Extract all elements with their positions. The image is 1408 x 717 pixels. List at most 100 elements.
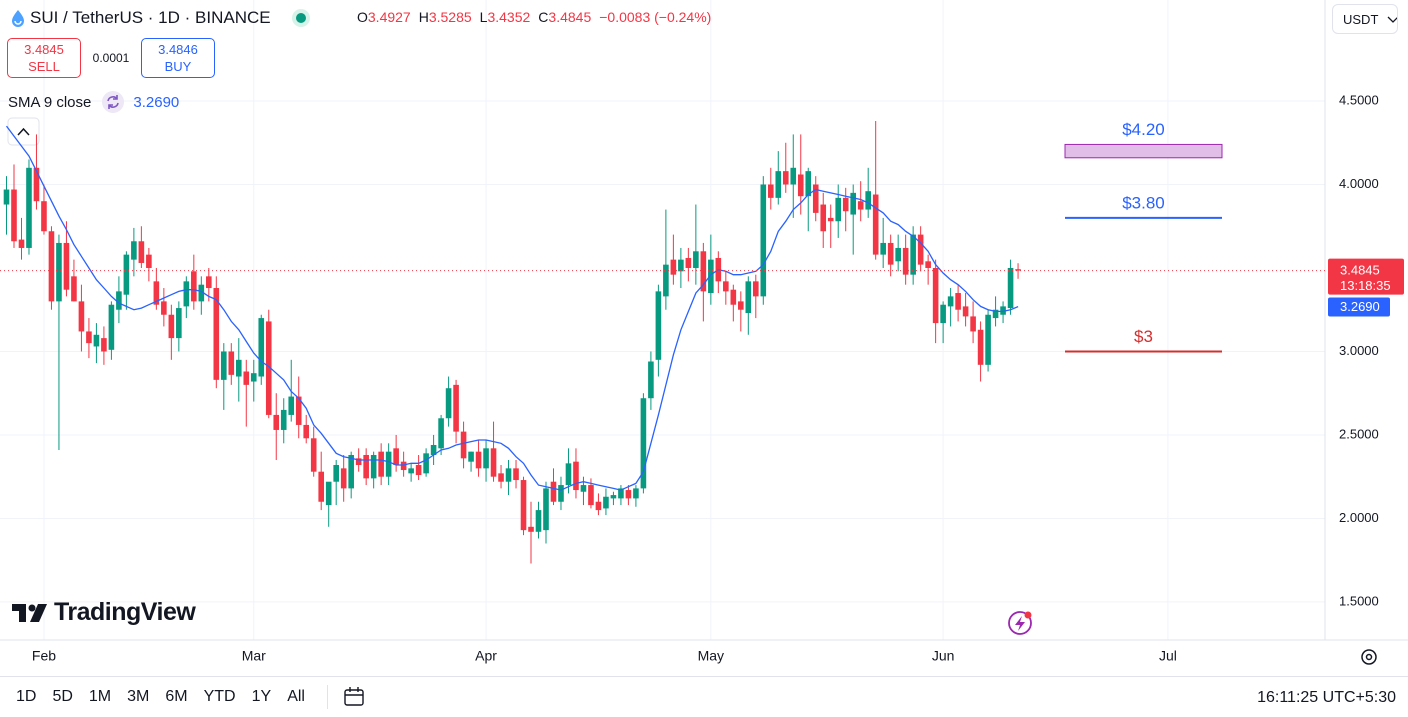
- candle-body: [513, 468, 519, 481]
- candle-body: [378, 451, 384, 477]
- logo-text: TradingView: [54, 598, 196, 626]
- indicator-name[interactable]: SMA 9 close: [8, 93, 92, 111]
- candle-body: [430, 444, 437, 455]
- candle-body: [663, 264, 669, 297]
- close-key: C: [538, 9, 549, 25]
- candle-body: [588, 485, 594, 506]
- candle-body: [273, 414, 280, 430]
- candle-body: [865, 191, 871, 210]
- symbol-icon: [12, 10, 24, 27]
- candle-body: [228, 351, 235, 375]
- clock[interactable]: 16:11:25 UTC+5:30: [1257, 689, 1396, 706]
- candle-body: [543, 488, 549, 531]
- symbol[interactable]: SUI / TetherUS · 1D · BINANCE: [30, 8, 271, 27]
- countdown: 13:18:35: [1340, 278, 1391, 293]
- buy-label: BUY: [164, 59, 192, 74]
- candle-body: [250, 373, 257, 382]
- y-tick-label: 3.0000: [1339, 343, 1379, 358]
- candle-body: [797, 174, 804, 197]
- change: −0.0083 (−0.24%): [599, 9, 712, 25]
- candle-body: [460, 431, 467, 459]
- candle-body: [415, 465, 422, 476]
- indicator-legend: SMA 9 close 3.2690: [8, 90, 179, 114]
- candle-body: [288, 396, 295, 415]
- candle-body: [161, 301, 167, 315]
- candle-body: [438, 418, 444, 449]
- timeframe-button[interactable]: 6M: [165, 688, 188, 705]
- timeframe-button[interactable]: 1D: [16, 688, 37, 705]
- candle-body: [910, 234, 916, 275]
- candle-body: [745, 281, 752, 314]
- buy-price: 3.4846: [158, 42, 198, 57]
- candle-body: [700, 251, 707, 292]
- timeframe-button[interactable]: 5D: [52, 688, 73, 705]
- symbol-header: SUI / TetherUS · 1D · BINANCE: [10, 7, 315, 29]
- level-label: $3: [1134, 327, 1153, 346]
- sell-button[interactable]: 3.4845 SELL: [7, 38, 81, 78]
- sma-label: 3.2690: [1340, 299, 1380, 314]
- high-key: H: [418, 9, 429, 25]
- candle-body: [693, 251, 699, 268]
- candle-body: [550, 481, 557, 502]
- candle-body: [625, 490, 632, 499]
- x-tick-label: Feb: [32, 648, 56, 664]
- candle-body: [333, 465, 339, 482]
- candle-body: [235, 359, 242, 377]
- candle-body: [11, 189, 17, 242]
- date-range-icon[interactable]: [342, 685, 366, 709]
- candle-body: [790, 167, 797, 185]
- candle-body: [565, 463, 572, 486]
- candle-body: [295, 396, 302, 425]
- timeframe-button[interactable]: 1M: [88, 688, 112, 705]
- candle-body: [685, 257, 692, 268]
- candle-body: [63, 242, 70, 290]
- candle-body: [191, 271, 197, 302]
- candle-body: [303, 424, 310, 439]
- candle-body: [753, 281, 759, 297]
- candle-body: [123, 254, 130, 295]
- candle-body: [670, 259, 677, 275]
- candle-body: [318, 471, 325, 502]
- market-status: [291, 9, 310, 27]
- candle-body: [26, 167, 32, 248]
- low-key: L: [479, 9, 488, 25]
- indicator-icon[interactable]: [101, 90, 125, 114]
- candle-body: [325, 481, 332, 506]
- candle-body: [498, 473, 504, 482]
- timeframe-button[interactable]: YTD: [203, 688, 236, 705]
- x-tick-label: Jul: [1159, 648, 1177, 664]
- candle-body: [842, 197, 849, 212]
- candle-body: [640, 398, 647, 489]
- candle-body: [895, 247, 901, 262]
- candle-body: [385, 451, 392, 477]
- separator: [326, 685, 328, 709]
- candle-body: [176, 308, 182, 339]
- settings-icon[interactable]: [1361, 649, 1377, 665]
- buy-button[interactable]: 3.4846 BUY: [141, 38, 215, 78]
- open-key: O: [357, 9, 368, 25]
- collapse-button[interactable]: [7, 117, 40, 146]
- timeframe-button[interactable]: 1Y: [251, 688, 272, 705]
- alert-icon[interactable]: [1008, 611, 1032, 635]
- candle-body: [363, 454, 369, 479]
- candle-body: [678, 259, 684, 272]
- candle-body: [206, 276, 212, 289]
- candle-body: [1007, 267, 1014, 309]
- candle-body: [782, 171, 789, 185]
- timeframe-button[interactable]: 3M: [127, 688, 150, 705]
- grid: [0, 0, 1325, 640]
- candle-body: [760, 184, 767, 297]
- logo-mark: [12, 603, 47, 622]
- candle-body: [528, 526, 534, 532]
- candle-body: [708, 259, 714, 294]
- currency-select[interactable]: USDT: [1332, 4, 1398, 34]
- candle-body: [835, 197, 842, 222]
- candle-body: [183, 281, 190, 307]
- candle-body: [48, 231, 55, 302]
- timeframe-button[interactable]: All: [287, 688, 305, 705]
- candle-body: [812, 184, 819, 213]
- candle-body: [71, 276, 77, 302]
- candle-body: [445, 388, 452, 419]
- candle-body: [767, 184, 774, 198]
- candle-body: [468, 451, 474, 462]
